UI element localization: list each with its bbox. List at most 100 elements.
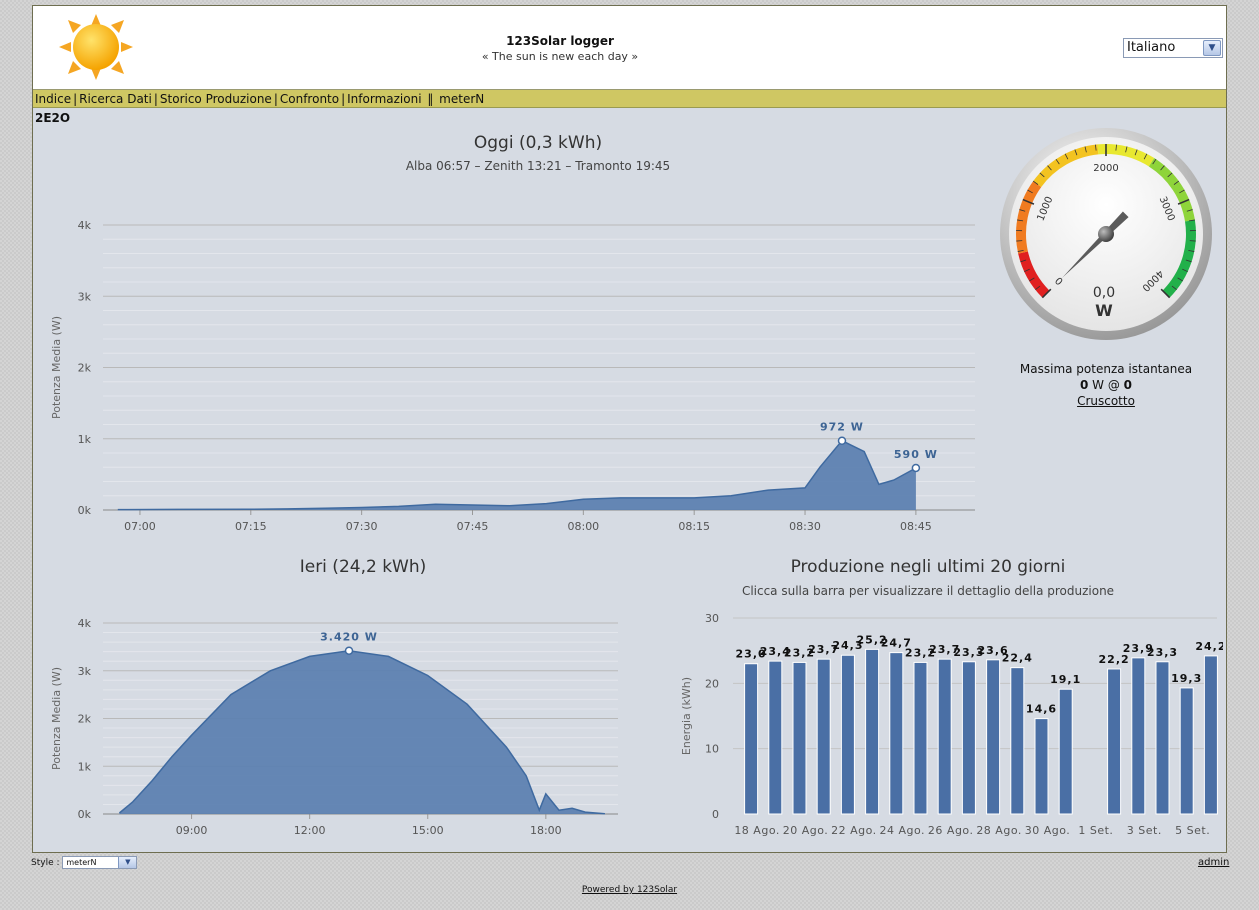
- production-chart-subtitle: Clicca sulla barra per visualizzare il d…: [741, 584, 1115, 598]
- bar-value-label: 19,1: [1050, 673, 1081, 686]
- admin-link[interactable]: admin: [1198, 857, 1230, 868]
- bar-1[interactable]: [768, 660, 783, 815]
- x-tick-label: 22 Ago.: [831, 824, 877, 837]
- series-area: [119, 650, 605, 814]
- gauge-tick: [1177, 277, 1183, 282]
- nav-item-2[interactable]: Storico Produzione: [159, 92, 272, 106]
- language-select[interactable]: Italiano ▼: [1123, 38, 1223, 58]
- x-tick-label: 08:30: [789, 520, 821, 533]
- gauge-tick: [1186, 209, 1193, 212]
- x-tick-label: 07:15: [235, 520, 267, 533]
- max-power-time: 0: [1123, 378, 1133, 392]
- gauge-color-band: [1033, 144, 1099, 187]
- gauge-tick: [1095, 144, 1097, 151]
- yesterday-chart[interactable]: 0k 1k 2k 3k 4k Potenza Media (W) 09:00 12:00 15:…: [33, 591, 633, 851]
- gauge-color-band: [1018, 251, 1050, 298]
- gauge-tick: [1024, 268, 1030, 273]
- gauge-color-band: [1148, 158, 1195, 222]
- y-tick-label: 0: [712, 808, 719, 821]
- x-tick-label: 07:00: [124, 520, 156, 533]
- max-power-row: 0 W @ 0: [993, 377, 1219, 393]
- bar-3[interactable]: [816, 658, 831, 815]
- bar-2[interactable]: [792, 661, 807, 815]
- bar-value-label: 23,7: [808, 643, 839, 656]
- gauge-tick: [1055, 158, 1060, 165]
- gauge-tick: [1143, 153, 1148, 160]
- gauge-tick: [1134, 149, 1138, 156]
- x-tick-label: 15:00: [412, 824, 444, 837]
- y-tick-label: 1k: [78, 760, 92, 773]
- bar-value-label: 23,0: [736, 648, 767, 661]
- data-point-marker[interactable]: [344, 646, 354, 655]
- data-label: 972 W: [820, 421, 864, 434]
- gauge-tick: [1047, 165, 1052, 171]
- gauge-value: 0,0: [1093, 285, 1115, 301]
- gauge-tick: [1152, 158, 1157, 165]
- bar-9[interactable]: [961, 661, 976, 815]
- bar-value-label: 23,3: [1147, 646, 1178, 659]
- max-power-value: 0: [1079, 378, 1089, 392]
- series-line: [118, 649, 605, 815]
- bar-value-label: 19,3: [1171, 672, 1202, 685]
- bar-value-label: 24,7: [881, 637, 912, 650]
- x-tick-label: 08:15: [678, 520, 710, 533]
- gauge-tick: [1020, 259, 1027, 263]
- header: 123Solar logger « The sun is new each da…: [33, 6, 1226, 90]
- nav-item-1[interactable]: Ricerca Dati: [79, 92, 152, 106]
- bar-19[interactable]: [1203, 655, 1218, 815]
- style-select[interactable]: meterN ▼: [62, 856, 138, 869]
- bar-12[interactable]: [1034, 718, 1049, 815]
- y-axis-label: Potenza Media (W): [50, 667, 63, 770]
- today-chart-title: Oggi (0,3 kWh): [473, 133, 603, 153]
- bar-5[interactable]: [865, 648, 880, 815]
- x-tick-label: 08:45: [900, 520, 932, 533]
- bar-17[interactable]: [1155, 661, 1170, 815]
- bar-value-label: 23,2: [905, 646, 936, 659]
- gauge-tick-label: 2000: [1093, 163, 1118, 174]
- nav-item-4[interactable]: Informazioni: [347, 92, 422, 106]
- bar-0[interactable]: [744, 663, 759, 815]
- gauge-hub: [1098, 226, 1114, 242]
- data-label: 3.420 W: [320, 631, 378, 644]
- nav-separator: ‖: [423, 92, 438, 106]
- gauge-color-band: [1162, 219, 1196, 298]
- dashboard-link[interactable]: Cruscotto: [1077, 394, 1135, 408]
- gauge-tick: [1017, 249, 1024, 252]
- gauge-tick: [1160, 165, 1165, 171]
- today-chart[interactable]: 0k 1k 2k 3k 4k Potenza Media (W) 07:00 07:15 07:…: [33, 186, 993, 616]
- bar-6[interactable]: [889, 652, 904, 815]
- y-tick-label: 4k: [78, 219, 92, 232]
- gauge-tick: [1115, 144, 1117, 151]
- bar-7[interactable]: [913, 661, 928, 815]
- max-power-block: Massima potenza istantanea 0 W @ 0 Crusc…: [993, 361, 1219, 409]
- nav-separator: |: [153, 92, 158, 106]
- nav-item-meter[interactable]: meterN: [439, 92, 485, 106]
- y-tick-label: 10: [705, 743, 719, 756]
- bar-8[interactable]: [937, 658, 952, 815]
- bar-value-label: 23,3: [953, 646, 984, 659]
- style-select-value: meterN: [66, 858, 97, 867]
- gauge-tick: [1182, 268, 1188, 273]
- nav-item-3[interactable]: Confronto: [279, 92, 340, 106]
- data-point-marker[interactable]: [911, 463, 921, 473]
- gauge-tick: [1029, 277, 1035, 282]
- bar-11[interactable]: [1010, 667, 1025, 815]
- data-point-marker[interactable]: [837, 436, 847, 445]
- bar-4[interactable]: [840, 654, 855, 815]
- bar-10[interactable]: [986, 659, 1001, 815]
- bar-18[interactable]: [1179, 687, 1194, 815]
- bar-value-label: 24,3: [832, 639, 863, 652]
- bar-16[interactable]: [1131, 657, 1146, 815]
- nav-item-0[interactable]: Indice: [35, 92, 72, 106]
- bar-13[interactable]: [1058, 688, 1073, 815]
- today-chart-subtitle: Alba 06:57 – Zenith 13:21 – Tramonto 19:…: [405, 159, 671, 173]
- bar-15[interactable]: [1107, 668, 1122, 815]
- nav-separator: |: [341, 92, 346, 106]
- style-selector: Style : meterN ▼: [31, 856, 138, 869]
- y-tick-label: 3k: [78, 665, 92, 678]
- x-tick-label: 20 Ago.: [783, 824, 829, 837]
- powered-by-link[interactable]: Powered by 123Solar: [581, 885, 678, 895]
- bar-value-label: 23,6: [978, 644, 1009, 657]
- x-tick-label: 12:00: [294, 824, 326, 837]
